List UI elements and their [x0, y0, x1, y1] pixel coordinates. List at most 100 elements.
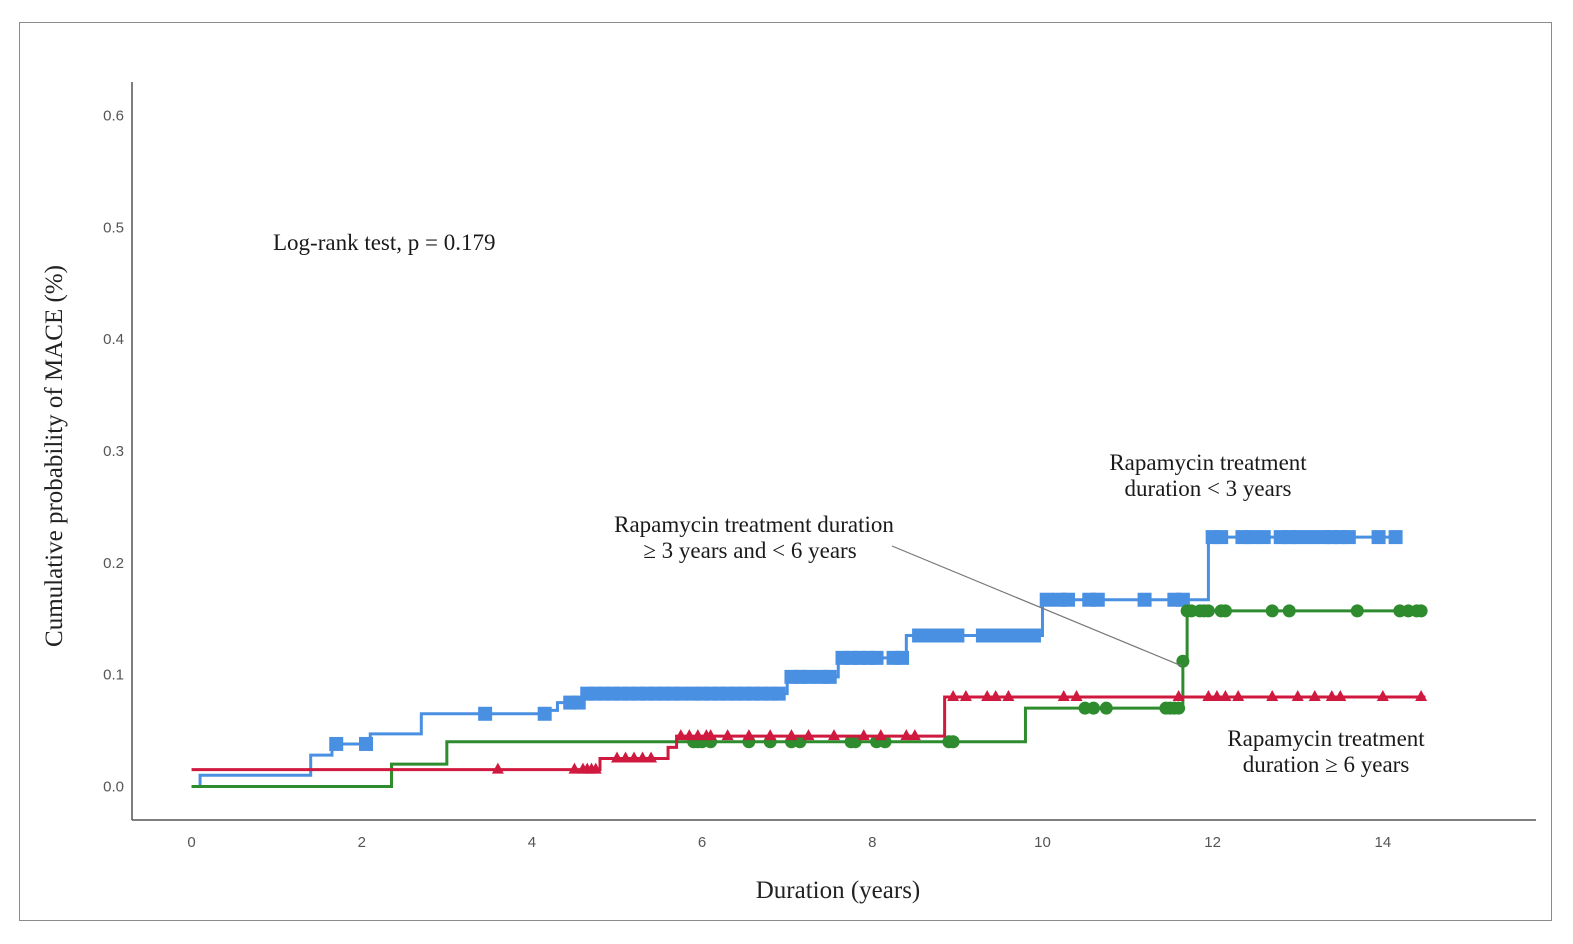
censor-mark-triangle [802, 729, 815, 741]
censor-mark-triangle [1376, 690, 1389, 701]
censor-mark-square [895, 650, 910, 665]
censor-mark-square [1303, 530, 1318, 545]
censor-mark-square [1290, 530, 1305, 545]
censor-mark-circle [1218, 604, 1232, 618]
y-tick-label: 0.6 [103, 108, 124, 125]
series-square [191, 530, 1403, 788]
axes [131, 82, 1536, 821]
label-3to6-line2: ≥ 3 years and < 6 years [643, 538, 856, 563]
annotation-leader-line [891, 545, 1182, 667]
censor-mark-circle [1350, 604, 1364, 618]
censor-mark-triangle [1202, 690, 1215, 701]
series-line-square [191, 535, 1400, 788]
censor-mark-triangle [1325, 690, 1338, 701]
censor-mark-triangle [857, 729, 870, 741]
censor-mark-triangle [645, 751, 658, 763]
censor-mark-circle [1172, 701, 1186, 715]
censor-mark-circle [1176, 654, 1190, 668]
axis-ticks: 0 2 4 6 8 10 12 14 0.0 0.1 0.2 0.3 0.4 0.5 0.6 [103, 108, 1391, 851]
censor-mark-triangle [704, 729, 717, 741]
censor-mark-triangle [908, 729, 921, 741]
x-tick-label: 2 [358, 834, 366, 851]
censor-mark-triangle [683, 729, 696, 741]
censor-mark-square [1341, 530, 1356, 545]
censor-mark-triangle [1070, 690, 1083, 701]
censor-mark-square [869, 650, 884, 665]
censor-mark-square [1388, 530, 1403, 545]
censor-mark-square [1256, 530, 1271, 545]
censor-mark-square [1137, 592, 1152, 607]
censor-mark-triangle [491, 762, 504, 774]
censor-mark-triangle [1210, 690, 1223, 701]
censor-mark-square [478, 706, 493, 721]
y-tick-label: 0.3 [103, 443, 124, 460]
censor-mark-circle [1201, 604, 1215, 618]
censor-mark-square [1243, 530, 1258, 545]
censor-mark-circle [793, 735, 807, 749]
censor-mark-square [537, 706, 552, 721]
y-tick-label: 0.4 [103, 331, 124, 348]
censor-mark-circle [1282, 604, 1296, 618]
censor-mark-triangle [1415, 690, 1428, 701]
censor-mark-square [801, 669, 816, 684]
series-layer [191, 530, 1428, 788]
censor-mark-triangle [828, 729, 840, 741]
censor-mark-triangle [619, 751, 632, 763]
censor-mark-triangle [674, 729, 687, 741]
censor-mark-triangle [742, 729, 755, 741]
y-axis-title: Cumulative probability of MACE (%) [41, 265, 68, 647]
censor-mark-triangle [1308, 690, 1321, 701]
censor-mark-square [1026, 628, 1041, 643]
censor-mark-circle [1099, 701, 1113, 715]
censor-mark-triangle [959, 690, 972, 701]
censor-mark-triangle [1002, 690, 1015, 701]
label-lt3-line1: Rapamycin treatment [1109, 450, 1307, 475]
censor-mark-triangle [1172, 690, 1185, 701]
censor-mark-triangle [981, 690, 994, 701]
censor-mark-triangle [764, 729, 777, 741]
y-tick-label: 0.5 [103, 219, 124, 236]
censor-mark-square [1175, 592, 1190, 607]
censor-mark-triangle [785, 729, 798, 741]
censor-mark-triangle [874, 729, 887, 741]
censor-mark-triangle [947, 690, 960, 701]
censor-mark-circle [1087, 701, 1101, 715]
censor-mark-square [1039, 592, 1054, 607]
censor-mark-triangle [1334, 690, 1347, 701]
censor-mark-square [822, 669, 837, 684]
y-tick-label: 0.0 [103, 778, 124, 795]
series-line-triangle [191, 695, 1426, 772]
x-tick-label: 12 [1204, 834, 1221, 851]
censor-mark-triangle [1057, 690, 1070, 701]
series-triangle [191, 690, 1428, 774]
censor-mark-triangle [636, 751, 649, 763]
censor-mark-square [673, 686, 688, 701]
x-axis-title: Duration (years) [756, 877, 921, 904]
logrank-annotation: Log-rank test, p = 0.179 [273, 230, 496, 255]
censor-mark-square [1214, 530, 1229, 545]
x-tick-label: 14 [1374, 834, 1391, 851]
y-tick-label: 0.1 [103, 667, 124, 684]
censor-mark-triangle [1266, 690, 1279, 701]
censor-mark-circle [1414, 604, 1428, 618]
censor-mark-square [1061, 592, 1075, 607]
censor-mark-square [329, 736, 344, 751]
censor-mark-square [937, 628, 952, 643]
censor-mark-circle [946, 735, 960, 749]
censor-mark-square [1090, 592, 1105, 607]
censor-mark-triangle [900, 729, 913, 741]
label-3to6-line1: Rapamycin treatment duration [614, 512, 894, 537]
censor-mark-triangle [589, 762, 602, 774]
censor-mark-square [771, 686, 786, 701]
censor-mark-triangle [628, 751, 641, 763]
censor-mark-triangle [989, 690, 1002, 701]
label-ge6-line1: Rapamycin treatment [1227, 726, 1425, 751]
censor-mark-triangle [1291, 690, 1304, 701]
series-line-circle [191, 609, 1426, 788]
censor-mark-circle [848, 735, 862, 749]
censor-mark-square [1371, 530, 1386, 545]
label-lt3-line2: duration < 3 years [1125, 476, 1292, 501]
censor-mark-triangle [1232, 690, 1245, 701]
censor-mark-triangle [691, 729, 704, 741]
